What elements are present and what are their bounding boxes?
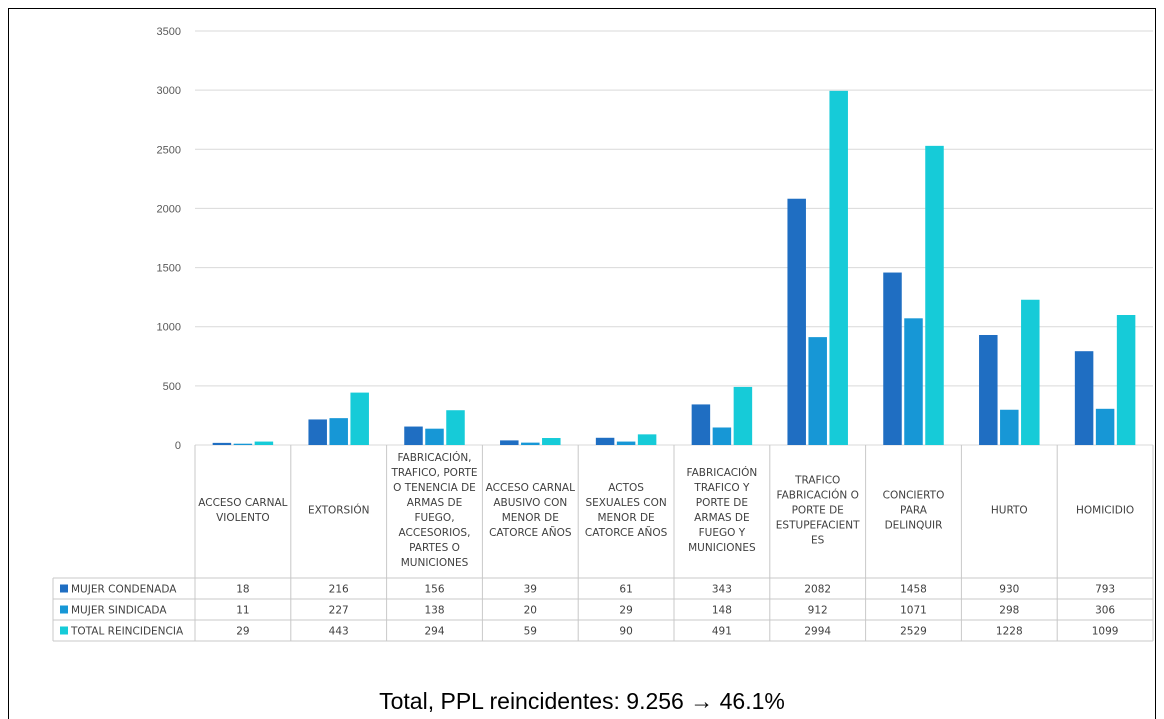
- data-table-value: 930: [999, 584, 1019, 596]
- data-table-value: 59: [524, 626, 537, 638]
- bar: [500, 440, 519, 445]
- bar: [1116, 315, 1136, 445]
- bar: [829, 90, 848, 445]
- y-tick-label: 1500: [157, 263, 181, 275]
- data-table-value: 1071: [900, 605, 927, 617]
- caption: Total, PPL reincidentes: 9.256 → 46.1%: [379, 688, 785, 714]
- data-table-value: 491: [712, 626, 732, 638]
- data-table-value: 294: [424, 626, 444, 638]
- category-label: TRAFICO FABRICACIÓN O PORTE DE ESTUPEFACIEN…: [776, 475, 860, 547]
- data-table-value: 298: [999, 605, 1019, 617]
- bar: [712, 427, 732, 445]
- data-table-value: 148: [712, 605, 732, 617]
- category-label: FABRICACIÓN, TRAFICO, PORTE O TENENCIA DE A…: [390, 451, 477, 569]
- bar: [691, 404, 711, 445]
- bar: [979, 334, 998, 445]
- bar: [329, 418, 348, 445]
- data-table-value: 443: [329, 626, 349, 638]
- bar: [233, 443, 253, 445]
- bar: [925, 145, 944, 446]
- bar: [350, 392, 369, 445]
- bar: [616, 441, 636, 445]
- category-label: FABRICACIÓN TRAFICO Y PORTE DE ARMAS DE FUEG…: [687, 466, 758, 554]
- bar: [1021, 299, 1040, 445]
- chart-frame: [8, 8, 1156, 719]
- bar: [521, 442, 540, 445]
- data-table-value: 216: [329, 584, 349, 596]
- data-table-value: 2994: [804, 626, 831, 638]
- legend-label: TOTAL REINCIDENCIA: [70, 626, 184, 638]
- y-tick-label: 1000: [157, 322, 181, 334]
- bar: [1000, 409, 1019, 445]
- data-table-value: 156: [424, 584, 444, 596]
- bar: [542, 438, 561, 445]
- bar: [595, 437, 615, 445]
- bar: [808, 337, 827, 445]
- data-table-value: 343: [712, 584, 732, 596]
- category-label: HOMICIDIO: [1076, 505, 1134, 517]
- data-table-value: 18: [236, 584, 249, 596]
- y-tick-label: 500: [163, 381, 181, 393]
- data-table-value: 2082: [804, 584, 831, 596]
- bar: [787, 198, 806, 445]
- category-label: EXTORSIÓN: [308, 504, 370, 517]
- data-table-value: 29: [619, 605, 632, 617]
- y-tick-label: 3500: [157, 26, 181, 38]
- category-label: CONCIERTO PARA DELINQUIR: [883, 490, 945, 532]
- data-table-value: 306: [1095, 605, 1115, 617]
- bar: [212, 442, 232, 445]
- bar: [446, 410, 465, 445]
- data-table-value: 1228: [996, 626, 1023, 638]
- category-label: ACCESO CARNAL VIOLENTO: [198, 497, 287, 524]
- data-table-value: 912: [808, 605, 828, 617]
- bar: [733, 386, 753, 445]
- legend-label: MUJER CONDENADA: [71, 584, 177, 596]
- category-label: ACCESO CARNAL ABUSIVO CON MENOR DE CATORCE …: [486, 482, 575, 539]
- legend-swatch: [60, 584, 68, 593]
- y-tick-label: 0: [175, 440, 181, 452]
- bar: [425, 428, 444, 445]
- bar: [308, 419, 327, 445]
- data-table-value: 39: [524, 584, 537, 596]
- bar: [883, 272, 902, 445]
- data-table-value: 1099: [1092, 626, 1119, 638]
- data-table-value: 29: [236, 626, 249, 638]
- legend-swatch: [60, 626, 68, 635]
- data-table-value: 1458: [900, 584, 927, 596]
- data-table-value: 227: [329, 605, 349, 617]
- data-table-value: 11: [236, 605, 249, 617]
- bar: [904, 318, 923, 445]
- y-tick-label: 2500: [157, 144, 181, 156]
- legend-swatch: [60, 605, 68, 614]
- bar: [1095, 408, 1115, 445]
- bar: [637, 434, 657, 445]
- category-label: ACTOS SEXUALES CON MENOR DE CATORCE AÑOS: [585, 482, 668, 539]
- category-label: HURTO: [991, 505, 1028, 517]
- bar: [1074, 351, 1094, 445]
- y-tick-label: 3000: [157, 85, 181, 97]
- data-table-value: 793: [1095, 584, 1115, 596]
- y-tick-label: 2000: [157, 203, 181, 215]
- data-table-value: 90: [619, 626, 632, 638]
- data-table-value: 20: [524, 605, 537, 617]
- data-table-value: 2529: [900, 626, 927, 638]
- legend-label: MUJER SINDICADA: [71, 605, 167, 617]
- data-table-value: 61: [619, 584, 632, 596]
- data-table-value: 138: [424, 605, 444, 617]
- bar: [254, 441, 274, 445]
- bar: [404, 426, 423, 445]
